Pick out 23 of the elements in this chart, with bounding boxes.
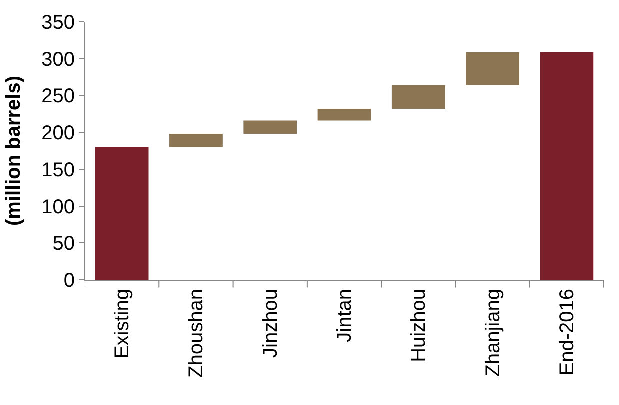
y-tick-label: 0: [64, 270, 75, 292]
x-tick-label: Zhoushan: [186, 289, 208, 378]
y-tick-label: 150: [42, 159, 75, 182]
y-axis-title: (million barrels): [3, 76, 26, 226]
bar: [95, 147, 149, 280]
bar: [170, 134, 223, 148]
y-tick-label: 100: [42, 196, 75, 218]
x-tick-label: Huizhou: [408, 289, 430, 362]
x-tick-label: End-2016: [556, 289, 578, 376]
y-tick-label: 250: [42, 86, 75, 108]
x-tick-label: Existing: [112, 289, 134, 360]
bar: [244, 120, 298, 134]
x-tick-label: Zhanjiang: [482, 289, 504, 377]
bar: [318, 108, 372, 121]
x-tick-label: Jintan: [334, 289, 356, 342]
y-tick-label: 50: [52, 233, 75, 256]
x-tick-label: Jinzhou: [260, 289, 282, 358]
y-tick-label: 350: [42, 12, 75, 34]
y-tick-label: 200: [42, 122, 75, 145]
bar: [540, 52, 594, 280]
y-tick-label: 300: [42, 48, 75, 71]
bar: [466, 52, 520, 86]
bar: [392, 85, 446, 109]
